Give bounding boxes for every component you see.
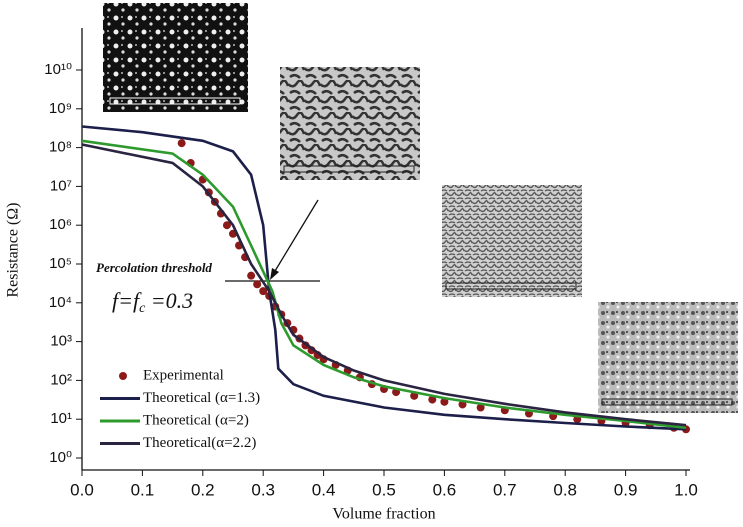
formula: f=fc =0.3	[112, 288, 193, 316]
scale-bar	[445, 282, 577, 290]
series-line	[81, 143, 687, 427]
scale-bar	[283, 165, 415, 173]
x-tick-label: 0.5	[372, 480, 396, 499]
y-tick-label: 10³	[50, 333, 72, 350]
formula-subscript: c	[139, 301, 146, 316]
x-tick-label: 0.0	[70, 480, 94, 499]
arrow-head	[270, 268, 279, 280]
data-point	[247, 271, 256, 280]
y-tick-label: 10²	[50, 371, 72, 388]
data-point	[259, 287, 268, 296]
micrograph	[103, 3, 248, 112]
x-tick-label: 0.9	[614, 480, 638, 499]
arrow	[271, 199, 319, 277]
x-tick-label: 0.8	[553, 480, 577, 499]
y-tick-label: 10¹	[50, 410, 72, 427]
scale-bar	[601, 398, 733, 406]
y-tick-label: 10⁵	[49, 255, 72, 272]
series-line	[81, 139, 687, 430]
x-tick-label: 1.0	[674, 480, 698, 499]
data-point	[177, 139, 186, 148]
y-tick-label: 10⁶	[49, 216, 72, 233]
data-point	[253, 280, 262, 289]
x-tick-label: 0.7	[493, 480, 517, 499]
x-axis-title: Volume fraction	[332, 506, 435, 523]
micrograph	[442, 185, 582, 297]
x-tick-label: 0.3	[251, 480, 275, 499]
inset-images	[103, 3, 738, 413]
legend-label: Theoretical(α=2.2)	[143, 435, 256, 451]
data-point	[476, 403, 485, 412]
legend-label: Theoretical (α=2)	[143, 412, 249, 428]
y-tick-label: 10⁹	[49, 100, 72, 117]
y-tick-label: 10⁰	[49, 449, 72, 466]
y-tick-label: 10⁷	[50, 177, 72, 194]
y-axis-title: Resistance (Ω)	[5, 203, 22, 298]
micrograph	[598, 302, 738, 413]
y-tick-label: 10¹⁰	[44, 61, 72, 78]
scale-bar	[109, 97, 241, 105]
y-tick-label: 10⁴	[49, 294, 72, 311]
micrograph	[280, 67, 420, 180]
legend-marker	[119, 372, 127, 380]
y-tick-label: 10⁸	[49, 139, 72, 156]
data-point	[222, 221, 231, 230]
formula-part: f=f	[112, 288, 142, 313]
series-line	[81, 125, 687, 431]
x-tick-label: 0.1	[131, 480, 155, 499]
formula-part: =0.3	[145, 288, 193, 313]
legend-label: Theoretical (α=1.3)	[143, 390, 260, 406]
data-point	[428, 395, 437, 404]
x-tick-label: 0.4	[312, 480, 336, 499]
annotation: Percolation threshold	[96, 260, 212, 275]
x-tick-label: 0.2	[191, 480, 215, 499]
x-tick-label: 0.6	[433, 480, 457, 499]
data-point	[440, 397, 449, 406]
legend-label: Experimental	[143, 367, 224, 383]
